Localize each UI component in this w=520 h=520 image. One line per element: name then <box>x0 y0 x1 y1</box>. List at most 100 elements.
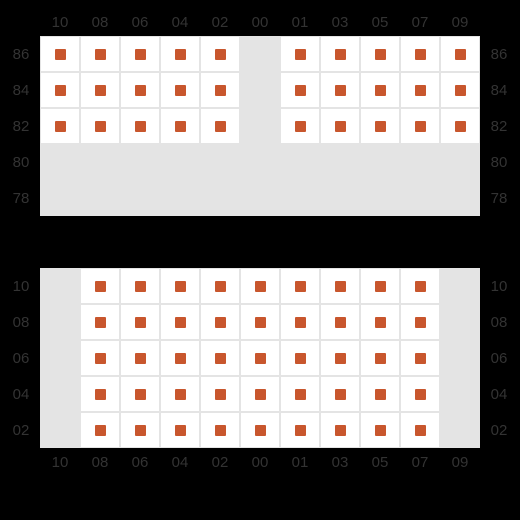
seat-cell[interactable] <box>360 108 400 144</box>
seat-marker-icon <box>415 85 426 96</box>
seat-marker-icon <box>135 85 146 96</box>
seat-cell[interactable] <box>80 72 120 108</box>
seat-cell[interactable] <box>360 376 400 412</box>
seat-cell[interactable] <box>360 304 400 340</box>
seat-cell[interactable] <box>400 72 440 108</box>
seat-cell <box>440 376 480 412</box>
seat-cell[interactable] <box>400 340 440 376</box>
seat-marker-icon <box>375 85 386 96</box>
seat-cell[interactable] <box>200 36 240 72</box>
seat-cell[interactable] <box>360 268 400 304</box>
row-label: 04 <box>2 376 40 412</box>
row-label: 86 <box>2 36 40 72</box>
seat-cell[interactable] <box>200 340 240 376</box>
seat-cell[interactable] <box>280 340 320 376</box>
seat-cell[interactable] <box>400 36 440 72</box>
seat-cell[interactable] <box>280 376 320 412</box>
seat-cell[interactable] <box>80 376 120 412</box>
seat-marker-icon <box>135 49 146 60</box>
seat-cell[interactable] <box>400 412 440 448</box>
seat-cell[interactable] <box>120 412 160 448</box>
column-label: 02 <box>200 14 240 31</box>
seat-marker-icon <box>295 121 306 132</box>
seat-cell[interactable] <box>80 304 120 340</box>
seat-cell[interactable] <box>240 340 280 376</box>
seat-cell[interactable] <box>240 412 280 448</box>
seat-cell[interactable] <box>280 108 320 144</box>
seat-cell[interactable] <box>320 72 360 108</box>
column-label: 10 <box>40 454 80 471</box>
seat-marker-icon <box>455 85 466 96</box>
seat-cell[interactable] <box>400 268 440 304</box>
seat-cell[interactable] <box>360 36 400 72</box>
seat-cell[interactable] <box>320 108 360 144</box>
seat-cell[interactable] <box>280 412 320 448</box>
seat-cell[interactable] <box>200 376 240 412</box>
seat-cell[interactable] <box>120 304 160 340</box>
seat-cell[interactable] <box>80 412 120 448</box>
seat-marker-icon <box>135 353 146 364</box>
seat-cell[interactable] <box>120 340 160 376</box>
seat-cell[interactable] <box>120 72 160 108</box>
seat-cell[interactable] <box>240 268 280 304</box>
seat-marker-icon <box>375 389 386 400</box>
seat-cell[interactable] <box>200 268 240 304</box>
seat-cell[interactable] <box>400 376 440 412</box>
seat-marker-icon <box>95 281 106 292</box>
seat-cell[interactable] <box>80 36 120 72</box>
seat-cell[interactable] <box>200 412 240 448</box>
seat-cell[interactable] <box>80 268 120 304</box>
seat-cell[interactable] <box>40 36 80 72</box>
seat-row <box>40 412 480 448</box>
seat-cell[interactable] <box>160 340 200 376</box>
seat-cell[interactable] <box>440 72 480 108</box>
seat-cell[interactable] <box>320 304 360 340</box>
seat-cell[interactable] <box>200 72 240 108</box>
seat-cell[interactable] <box>320 376 360 412</box>
seat-cell[interactable] <box>280 268 320 304</box>
seat-cell[interactable] <box>280 36 320 72</box>
seat-cell[interactable] <box>160 376 200 412</box>
seat-cell[interactable] <box>160 268 200 304</box>
seat-cell[interactable] <box>120 376 160 412</box>
row-label: 10 <box>2 268 40 304</box>
seat-cell[interactable] <box>160 72 200 108</box>
row-label: 02 <box>2 412 40 448</box>
seat-cell[interactable] <box>120 268 160 304</box>
seat-cell[interactable] <box>160 304 200 340</box>
seat-cell[interactable] <box>240 304 280 340</box>
seat-cell[interactable] <box>160 412 200 448</box>
seat-cell[interactable] <box>400 108 440 144</box>
seat-cell[interactable] <box>40 72 80 108</box>
seat-cell[interactable] <box>320 268 360 304</box>
seat-cell[interactable] <box>200 108 240 144</box>
seat-cell[interactable] <box>320 340 360 376</box>
seat-cell <box>80 144 120 180</box>
seat-cell[interactable] <box>80 108 120 144</box>
seat-cell[interactable] <box>440 36 480 72</box>
seat-cell[interactable] <box>240 376 280 412</box>
seat-cell[interactable] <box>160 36 200 72</box>
seat-cell[interactable] <box>320 36 360 72</box>
seat-marker-icon <box>95 425 106 436</box>
seat-marker-icon <box>415 317 426 328</box>
seat-cell[interactable] <box>440 108 480 144</box>
seat-cell[interactable] <box>120 108 160 144</box>
seat-row <box>40 72 480 108</box>
seat-cell[interactable] <box>120 36 160 72</box>
seat-cell[interactable] <box>80 340 120 376</box>
seat-cell[interactable] <box>200 304 240 340</box>
seat-cell[interactable] <box>400 304 440 340</box>
seat-cell[interactable] <box>280 304 320 340</box>
seat-cell[interactable] <box>40 108 80 144</box>
seat-marker-icon <box>95 389 106 400</box>
seat-cell[interactable] <box>280 72 320 108</box>
seat-marker-icon <box>175 85 186 96</box>
seat-cell[interactable] <box>160 108 200 144</box>
row-label: 84 <box>2 72 40 108</box>
seat-cell[interactable] <box>320 412 360 448</box>
seat-marker-icon <box>255 317 266 328</box>
seat-cell[interactable] <box>360 340 400 376</box>
seat-cell[interactable] <box>360 72 400 108</box>
seat-cell[interactable] <box>360 412 400 448</box>
